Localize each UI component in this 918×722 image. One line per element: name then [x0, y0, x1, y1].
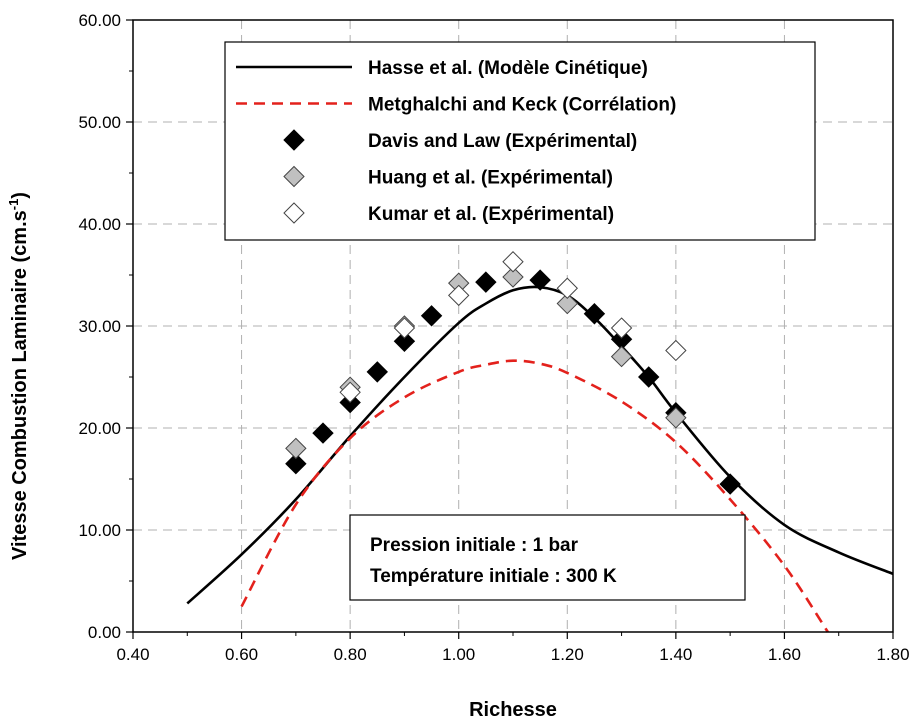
data-point-series-2 [638, 366, 660, 388]
y-tick-label: 50.00 [78, 113, 121, 132]
data-point-series-2 [529, 269, 551, 291]
y-tick-label: 0.00 [88, 623, 121, 642]
annotation-line-2: Température initiale : 300 K [370, 566, 617, 587]
y-tick-label: 20.00 [78, 419, 121, 438]
data-point-series-2 [420, 305, 443, 327]
data-point-series-4 [339, 381, 361, 404]
y-axis-title-sup: -1 [6, 199, 21, 211]
series-line-1 [240, 359, 829, 633]
data-point-series-2 [583, 303, 606, 325]
ticks: 0.40 0.60 0.80 1.00 1.20 1.40 1.60 1.80 0.00 10.0… [78, 11, 909, 664]
data-point-series-4 [393, 317, 416, 339]
data-point-series-2 [475, 271, 497, 293]
legend-label-0: Hasse et al. (Modèle Cinétique) [368, 58, 648, 79]
data-point-series-3 [610, 345, 633, 368]
data-point-series-4 [665, 339, 687, 362]
legend: Hasse et al. (Modèle Cinétique) Metghalch… [224, 41, 816, 241]
data-point-series-4 [448, 284, 470, 307]
x-tick-label: 0.80 [334, 645, 367, 664]
y-axis-title-end: ) [9, 192, 31, 199]
y-axis-title-main: Vitesse Combustion Laminaire (cm.s [9, 210, 31, 560]
x-tick-label: 1.60 [768, 645, 801, 664]
data-point-series-4 [610, 317, 633, 339]
legend-label-2: Davis and Law (Expérimental) [368, 131, 637, 152]
x-tick-label: 0.60 [225, 645, 258, 664]
x-tick-label: 1.20 [551, 645, 584, 664]
data-point-series-2 [719, 473, 741, 495]
legend-swatch-2 [283, 129, 305, 151]
legend-label-3: Huang et al. (Expérimental) [368, 168, 613, 189]
series-layer [186, 251, 894, 633]
y-tick-label: 10.00 [78, 521, 121, 540]
annotation-frame [349, 514, 746, 601]
annotation-line-1: Pression initiale : 1 bar [370, 535, 579, 556]
legend-label-1: Metghalchi and Keck (Corrélation) [368, 95, 676, 116]
legend-box [224, 41, 816, 241]
x-axis-title: Richesse [469, 699, 557, 721]
y-tick-label: 40.00 [78, 215, 121, 234]
data-point-series-3 [665, 407, 687, 429]
x-tick-label: 1.40 [659, 645, 692, 664]
annotation-box: Pression initiale : 1 bar Température in… [349, 514, 746, 601]
legend-swatch-4 [283, 202, 305, 224]
x-tick-label: 1.80 [876, 645, 909, 664]
data-point-series-3 [285, 437, 307, 460]
legend-swatch-3 [283, 165, 305, 188]
data-point-series-4 [502, 251, 524, 273]
x-tick-label: 0.40 [116, 645, 149, 664]
data-point-series-3 [556, 292, 578, 315]
data-point-series-2 [285, 452, 307, 475]
y-axis-title: Vitesse Combustion Laminaire (cm.s-1) [6, 192, 31, 560]
data-point-series-4 [556, 277, 578, 299]
y-tick-label: 60.00 [78, 11, 121, 30]
data-point-series-2 [393, 330, 416, 353]
data-point-series-2 [366, 361, 388, 383]
data-point-series-2 [312, 422, 334, 444]
y-tick-label: 30.00 [78, 317, 121, 336]
x-tick-label: 1.00 [442, 645, 475, 664]
legend-label-4: Kumar et al. (Expérimental) [368, 204, 614, 225]
data-point-series-3 [502, 266, 524, 288]
